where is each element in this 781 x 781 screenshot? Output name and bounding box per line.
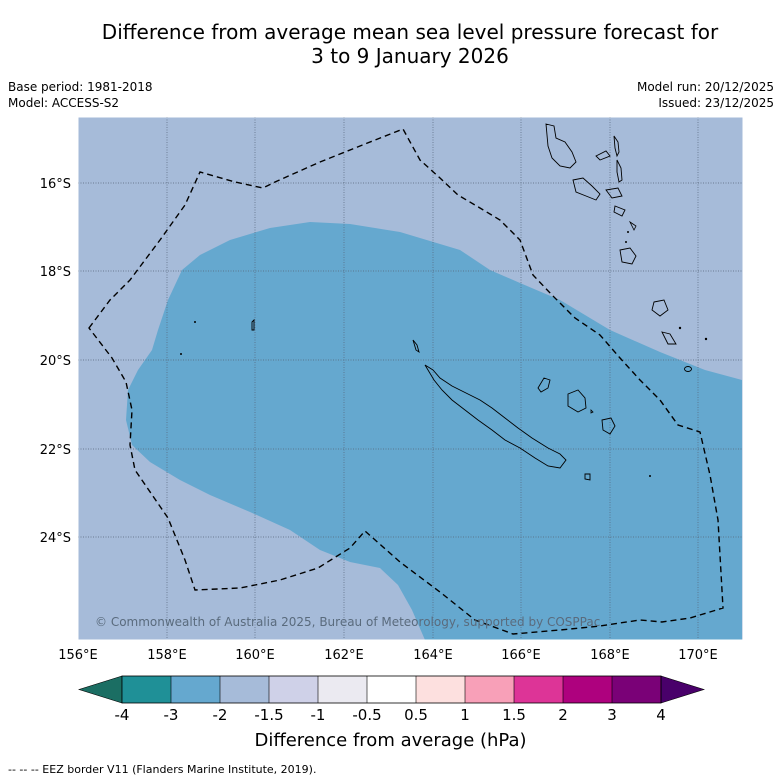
colorbar-bin <box>465 676 514 703</box>
small-island-1 <box>627 231 629 233</box>
aneityum-island <box>684 366 692 372</box>
latitude-labels: 16°S 18°S 20°S 22°S 24°S <box>40 177 71 546</box>
lat-label: 16°S <box>40 177 71 192</box>
colorbar-bin <box>171 676 220 703</box>
tiga-island <box>590 409 594 414</box>
colorbar-bin <box>514 676 563 703</box>
lon-label: 166°E <box>501 648 541 663</box>
colorbar-tick: -1 <box>311 706 326 724</box>
colorbar-bin <box>318 676 367 703</box>
lat-label: 22°S <box>40 443 71 458</box>
lon-label: 158°E <box>147 648 187 663</box>
chesterfield-reef <box>251 318 255 331</box>
colorbar-label: Difference from average (hPa) <box>254 730 527 751</box>
colorbar-tick: -0.5 <box>352 706 381 724</box>
colorbar-tick: -3 <box>164 706 179 724</box>
lon-label: 156°E <box>58 648 98 663</box>
title-line-1: Difference from average mean sea level p… <box>101 20 719 44</box>
base-period: Base period: 1981-2018 <box>8 80 153 94</box>
gridlines <box>78 117 743 640</box>
walpole-island <box>649 475 651 477</box>
colorbar-dividers <box>170 676 613 703</box>
model-name: Model: ACCESS-S2 <box>8 96 120 110</box>
colorbar-bin <box>416 676 465 703</box>
colorbar-bin <box>563 676 612 703</box>
colorbar-tick: 1 <box>460 706 470 724</box>
erromango-island <box>651 299 669 317</box>
colorbar-bin <box>612 676 661 703</box>
new-caledonia-island <box>424 364 567 469</box>
lon-label: 170°E <box>678 648 718 663</box>
malakula-island <box>572 177 601 201</box>
colorbar-bin <box>367 676 416 703</box>
lat-label: 20°S <box>40 354 71 369</box>
issued-date: Issued: 23/12/2025 <box>658 96 774 110</box>
colorbar-tick: -1.5 <box>254 706 283 724</box>
ambrym-island <box>605 187 623 199</box>
lat-label: 18°S <box>40 265 71 280</box>
colorbar-tick: -2 <box>213 706 228 724</box>
maewo-island <box>613 135 620 158</box>
eez-footnote: -- -- -- EEZ border V11 (Flanders Marine… <box>8 763 317 776</box>
colorbar-tick: -4 <box>115 706 130 724</box>
copyright-text: © Commonwealth of Australia 2025, Bureau… <box>95 615 600 629</box>
efate-island <box>619 247 637 265</box>
reef-dot-2 <box>180 353 182 355</box>
colorbar-high-extend <box>660 675 706 704</box>
title-line-2: 3 to 9 January 2026 <box>311 44 509 68</box>
tanna-island <box>661 331 677 345</box>
lat-label: 24°S <box>40 531 71 546</box>
longitude-labels: 156°E 158°E 160°E 162°E 164°E 166°E 168°… <box>58 648 718 663</box>
ouvea-island <box>537 377 551 393</box>
colorbar-bin <box>122 676 171 703</box>
colorbar-outline <box>121 675 662 704</box>
aniwa-island <box>704 337 708 341</box>
epi-island <box>613 205 626 217</box>
small-island-2 <box>625 241 627 243</box>
lifou-island <box>567 389 587 413</box>
model-run: Model run: 20/12/2025 <box>636 80 774 94</box>
futuna-island <box>678 326 682 330</box>
belep-islands <box>412 339 420 354</box>
colorbar-tick: 0.5 <box>404 706 428 724</box>
colorbar-bin <box>220 676 269 703</box>
espiritu-santo-island <box>545 123 577 169</box>
colorbar-low-extend <box>77 675 123 704</box>
ambae-island <box>595 150 611 161</box>
lon-label: 160°E <box>235 648 275 663</box>
mare-island <box>601 417 616 435</box>
colorbar-bin <box>269 676 318 703</box>
lon-label: 162°E <box>324 648 364 663</box>
colorbar-tick: 4 <box>656 706 666 724</box>
colorbar-tick: 2 <box>558 706 568 724</box>
colorbar-tick: 1.5 <box>502 706 526 724</box>
eez-border <box>88 128 724 635</box>
pentecost-island <box>616 159 623 183</box>
isle-of-pines <box>584 473 591 481</box>
lon-label: 168°E <box>590 648 630 663</box>
shepherd-islands <box>628 220 637 231</box>
colorbar-tick: 3 <box>607 706 617 724</box>
lon-label: 164°E <box>413 648 453 663</box>
anomaly-region-inner <box>126 222 742 640</box>
map-frame <box>77 116 744 641</box>
colorbar: -4 -3 -2 -1.5 -1 -0.5 0.5 1 1.5 2 3 4 <box>77 675 706 724</box>
reef-dot-1 <box>194 321 196 323</box>
